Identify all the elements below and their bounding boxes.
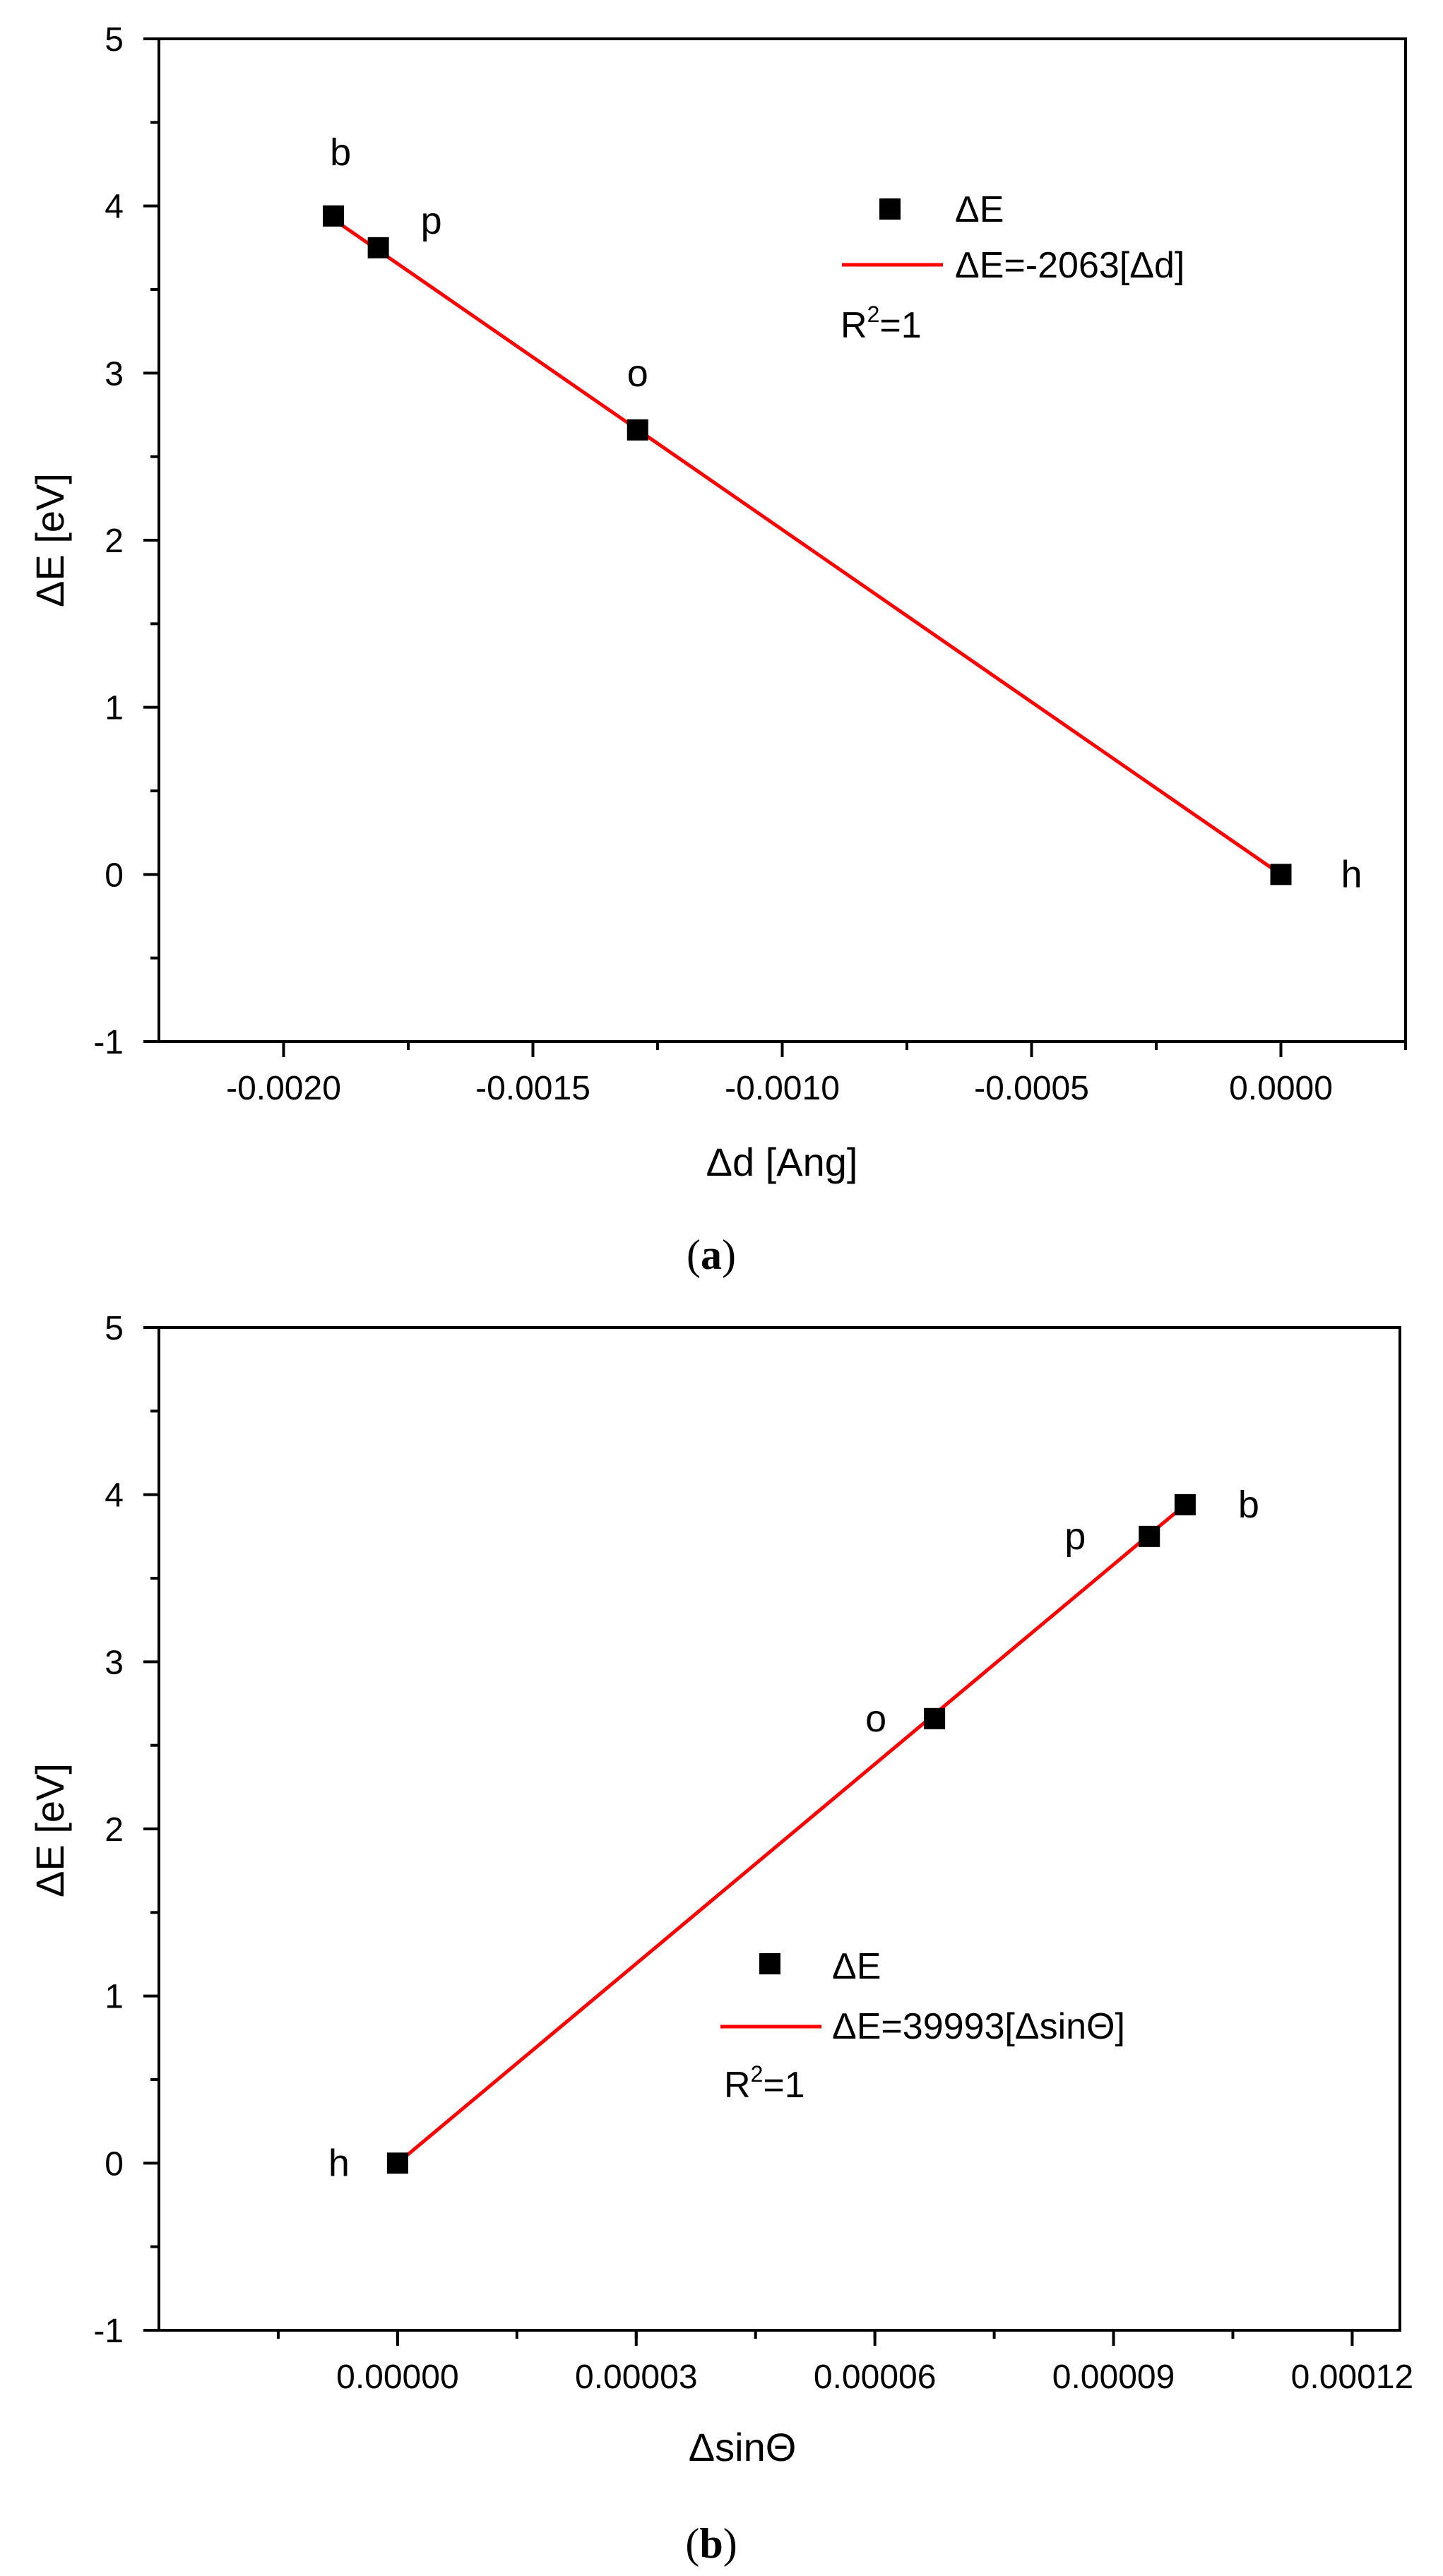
fit-line-a xyxy=(332,217,1282,876)
chart-panel-b: h o p b 0.00000 0.00003 0.00006 0.00009 0.00012… xyxy=(28,1310,1413,2469)
r-squared-b: R2=1 xyxy=(724,2061,805,2106)
x-tick-label-b: 0.00012 xyxy=(1291,2359,1414,2396)
x-tick-label-b: 0.00009 xyxy=(1052,2359,1175,2396)
y-tick-label-a: 5 xyxy=(105,21,124,59)
x-tick-label-b: 0.00006 xyxy=(814,2359,937,2396)
y-tick-label-b: 1 xyxy=(105,1979,124,2016)
legend-b: ΔE ΔE=39993[ΔsinΘ] R2=1 xyxy=(720,1946,1125,2106)
point-label-b-a: b xyxy=(330,131,351,174)
y-axis-label-a: ΔE [eV] xyxy=(28,473,72,607)
legend-label-points-a: ΔE xyxy=(955,189,1004,230)
data-point-b-b xyxy=(1174,1493,1196,1515)
y-tick-labels-b: -1 0 1 2 3 4 5 xyxy=(93,1310,124,2350)
y-tick-label-a: 2 xyxy=(105,523,124,560)
y-tick-label-b: 0 xyxy=(105,2145,124,2183)
x-tick-label-a: -0.0015 xyxy=(475,1070,590,1107)
legend-label-points-b: ΔE xyxy=(832,1946,881,1987)
plot-frame-a xyxy=(158,37,1407,1043)
data-point-o-b xyxy=(924,1707,946,1729)
point-label-o-b: o xyxy=(865,1698,886,1740)
x-tick-label-b: 0.00000 xyxy=(336,2359,459,2396)
data-point-p-b xyxy=(1139,1525,1160,1547)
fit-line-segment-a xyxy=(332,217,1282,876)
y-tick-label-b: 2 xyxy=(105,1811,124,1849)
point-label-p-a: p xyxy=(421,200,442,242)
point-label-b-b: b xyxy=(1238,1484,1259,1526)
data-point-h-a xyxy=(1270,864,1292,886)
y-axis-label-b: ΔE [eV] xyxy=(28,1763,72,1897)
x-tick-label-a: -0.0010 xyxy=(725,1070,840,1107)
x-axis-label-b: ΔsinΘ xyxy=(689,2425,797,2469)
x-tick-label-b: 0.00003 xyxy=(575,2359,698,2396)
axis-ticks-a xyxy=(143,37,1407,1057)
y-tick-label-b: -1 xyxy=(93,2313,124,2350)
point-label-o-a: o xyxy=(627,352,648,395)
point-label-h-a: h xyxy=(1341,853,1362,895)
y-tick-label-b: 5 xyxy=(105,1310,124,1347)
data-points-b: h o p b xyxy=(328,1484,1259,2184)
y-tick-label-a: 3 xyxy=(105,355,124,393)
data-point-o-a xyxy=(627,419,648,441)
point-label-p-b: p xyxy=(1064,1515,1086,1558)
x-tick-label-a: -0.0005 xyxy=(974,1070,1089,1107)
plot-frame-b xyxy=(158,1326,1401,2332)
legend-label-fit-a: ΔE=-2063[Δd] xyxy=(955,245,1184,286)
legend-marker-square-b xyxy=(759,1953,780,1974)
legend-marker-square-a xyxy=(879,198,901,220)
x-tick-label-a: 0.0000 xyxy=(1229,1070,1333,1107)
panel-caption-a: (a) xyxy=(687,1232,736,1278)
y-tick-label-a: 0 xyxy=(105,857,124,894)
data-point-b-a xyxy=(323,205,345,227)
x-axis-label-a: Δd [Ang] xyxy=(706,1140,858,1184)
x-tick-labels-b: 0.00000 0.00003 0.00006 0.00009 0.00012 xyxy=(336,2359,1413,2396)
y-tick-label-b: 4 xyxy=(105,1477,124,1515)
y-tick-labels-a: -1 0 1 2 3 4 5 xyxy=(93,21,124,1061)
y-tick-label-b: 3 xyxy=(105,1644,124,1681)
y-tick-label-a: 4 xyxy=(105,189,124,226)
r-squared-a: R2=1 xyxy=(841,302,922,346)
data-point-p-a xyxy=(367,237,389,258)
fit-line-segment-b xyxy=(396,1503,1187,2165)
data-point-h-b xyxy=(386,2152,408,2174)
y-tick-label-a: 1 xyxy=(105,690,124,727)
legend-a: ΔE ΔE=-2063[Δd] R2=1 xyxy=(841,189,1184,346)
panel-caption-b: (b) xyxy=(685,2520,737,2567)
x-tick-labels-a: -0.0020 -0.0015 -0.0010 -0.0005 0.0000 xyxy=(226,1070,1333,1107)
point-label-h-b: h xyxy=(328,2142,350,2184)
data-points-a: b p o h xyxy=(323,131,1362,895)
x-tick-label-a: -0.0020 xyxy=(226,1070,341,1107)
y-tick-label-a: -1 xyxy=(93,1024,124,1061)
legend-label-fit-b: ΔE=39993[ΔsinΘ] xyxy=(832,2006,1125,2047)
fit-line-b xyxy=(396,1503,1187,2165)
axis-ticks-b xyxy=(143,1326,1354,2346)
